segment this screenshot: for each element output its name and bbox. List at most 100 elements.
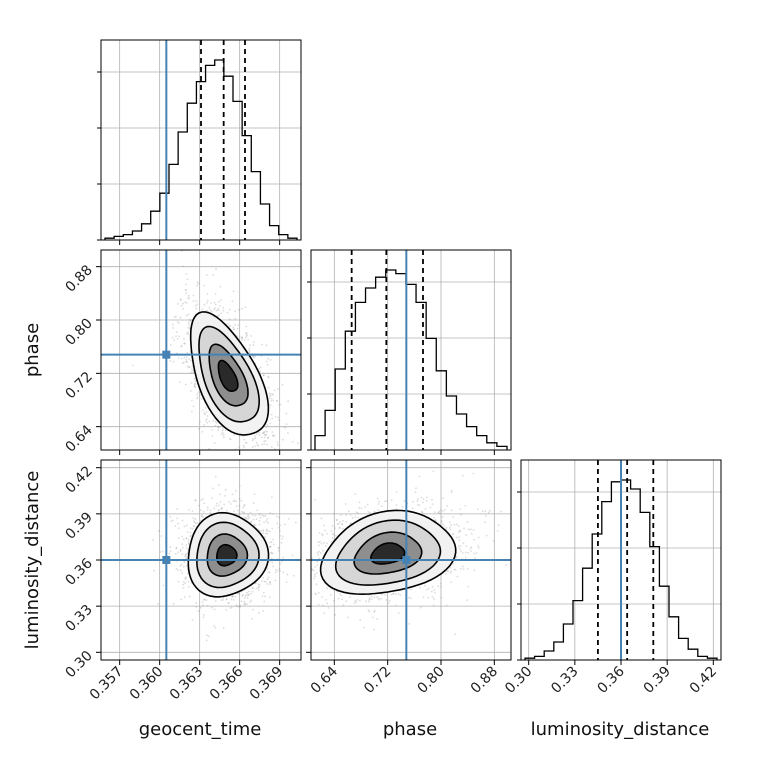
sample-point: [251, 446, 254, 449]
sample-point: [259, 366, 262, 369]
sample-point: [254, 437, 257, 440]
sample-point: [169, 550, 172, 553]
sample-point: [269, 395, 272, 398]
sample-point: [332, 512, 335, 515]
sample-point: [255, 441, 258, 444]
sample-point: [429, 506, 432, 509]
hist-panel-luminosity_distance: 0.30 0.33 0.36 0.39 0.42: [502, 459, 722, 697]
sample-point: [401, 505, 404, 508]
sample-point: [279, 403, 282, 406]
sample-point: [403, 500, 406, 502]
sample-point: [240, 600, 243, 603]
sample-point: [245, 335, 248, 337]
sample-point: [291, 440, 294, 443]
sample-point: [252, 524, 255, 526]
sample-point: [202, 409, 205, 412]
sample-point: [175, 567, 178, 570]
sample-point: [170, 520, 173, 523]
sample-point: [293, 589, 295, 591]
sample-point: [247, 513, 250, 516]
sample-point: [351, 517, 354, 519]
sample-point: [431, 585, 434, 588]
sample-point: [411, 507, 414, 510]
sample-point: [261, 343, 264, 346]
sample-point: [450, 524, 453, 526]
sample-point: [438, 512, 441, 515]
sample-point: [212, 487, 214, 490]
sample-point: [272, 434, 275, 437]
hist-panel-phase: [307, 249, 512, 455]
sample-point: [418, 504, 421, 507]
sample-point: [205, 309, 208, 312]
sample-point: [182, 308, 185, 310]
sample-point: [458, 531, 460, 534]
sample-point: [341, 598, 344, 601]
sample-point: [162, 584, 165, 587]
density-contour: [208, 343, 249, 407]
sample-point: [209, 511, 212, 514]
sample-point: [238, 497, 241, 500]
x-tick-label-phase: 0.72: [361, 664, 394, 697]
density-content: [293, 460, 511, 660]
sample-point: [176, 302, 179, 305]
sample-point: [269, 541, 272, 544]
sample-point: [180, 298, 182, 301]
sample-point: [282, 571, 285, 574]
sample-point: [443, 524, 446, 527]
sample-point: [385, 500, 388, 502]
sample-point: [453, 524, 456, 526]
sample-point: [188, 595, 191, 598]
sample-point: [241, 336, 244, 339]
sample-point: [321, 549, 324, 552]
sample-point: [252, 587, 255, 590]
sample-point: [245, 325, 248, 328]
sample-point: [317, 550, 320, 553]
sample-point: [456, 575, 459, 578]
sample-point: [281, 383, 284, 386]
sample-point: [196, 284, 198, 287]
sample-point: [175, 335, 177, 338]
sample-point: [267, 375, 270, 378]
sample-point: [160, 535, 163, 537]
sample-point: [461, 552, 464, 554]
sample-point: [466, 521, 469, 523]
sample-point: [234, 317, 237, 320]
sample-point: [192, 300, 195, 303]
sample-point: [263, 436, 266, 439]
sample-point: [213, 624, 216, 627]
sample-point: [220, 433, 223, 436]
sample-point: [397, 612, 400, 615]
sample-point: [269, 581, 272, 583]
sample-point: [257, 445, 260, 447]
sample-point: [177, 357, 180, 359]
sample-point: [266, 578, 269, 580]
sample-point: [228, 325, 231, 328]
sample-point: [182, 538, 185, 541]
sample-point: [262, 432, 264, 435]
sample-point: [217, 309, 220, 312]
sample-point: [243, 503, 246, 506]
sample-point: [433, 511, 436, 514]
sample-point: [227, 322, 230, 325]
sample-point: [323, 541, 326, 544]
sample-point: [258, 523, 261, 526]
sample-point: [380, 505, 383, 507]
sample-point: [335, 519, 338, 521]
sample-point: [193, 377, 196, 380]
sample-point: [285, 423, 288, 426]
sample-point: [484, 521, 486, 524]
sample-point: [409, 588, 412, 591]
sample-point: [464, 556, 467, 559]
sample-point: [187, 313, 190, 316]
sample-point: [246, 334, 248, 336]
sample-point: [198, 420, 201, 423]
sample-point: [258, 529, 261, 532]
sample-point: [180, 598, 183, 601]
sample-point: [211, 497, 214, 500]
sample-point: [314, 566, 317, 568]
sample-point: [422, 596, 425, 599]
sample-point: [349, 522, 352, 525]
sample-point: [190, 371, 192, 374]
sample-point: [246, 591, 248, 594]
sample-point: [222, 491, 224, 493]
